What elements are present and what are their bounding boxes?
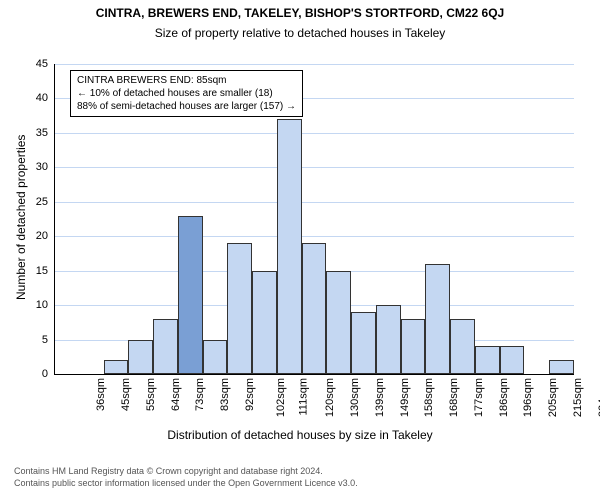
xtick-label: 73sqm — [194, 378, 206, 411]
bar — [401, 319, 426, 374]
gridline — [54, 133, 574, 134]
ytick-label: 15 — [36, 265, 54, 277]
ytick-label: 5 — [42, 334, 54, 346]
bar — [252, 271, 277, 374]
chart-title: CINTRA, BREWERS END, TAKELEY, BISHOP'S S… — [0, 6, 600, 20]
xtick-label: 92sqm — [244, 378, 256, 411]
info-line-1: CINTRA BREWERS END: 85sqm — [77, 74, 296, 87]
xtick-label: 120sqm — [324, 378, 336, 417]
gridline — [54, 167, 574, 168]
xtick-label: 45sqm — [120, 378, 132, 411]
chart-subtitle: Size of property relative to detached ho… — [0, 26, 600, 40]
ytick-label: 25 — [36, 196, 54, 208]
info-line-2: ← 10% of detached houses are smaller (18… — [77, 87, 296, 100]
bar — [450, 319, 475, 374]
ytick-label: 35 — [36, 127, 54, 139]
y-axis-line — [54, 64, 55, 374]
gridline — [54, 202, 574, 203]
xtick-label: 215sqm — [572, 378, 584, 417]
xtick-label: 139sqm — [374, 378, 386, 417]
ytick-label: 30 — [36, 161, 54, 173]
bar — [475, 346, 500, 374]
xtick-label: 158sqm — [423, 378, 435, 417]
xtick-label: 186sqm — [498, 378, 510, 417]
xtick-label: 149sqm — [399, 378, 411, 417]
footer-line-1: Contains HM Land Registry data © Crown c… — [14, 466, 323, 476]
bar — [153, 319, 178, 374]
ytick-label: 40 — [36, 92, 54, 104]
bar — [104, 360, 129, 374]
xtick-label: 102sqm — [275, 378, 287, 417]
info-box: CINTRA BREWERS END: 85sqm ← 10% of detac… — [70, 70, 303, 117]
xtick-label: 205sqm — [547, 378, 559, 417]
bar — [500, 346, 525, 374]
bar — [376, 305, 401, 374]
bar — [203, 340, 228, 374]
xtick-label: 196sqm — [522, 378, 534, 417]
bar — [549, 360, 574, 374]
xtick-label: 130sqm — [349, 378, 361, 417]
bar — [326, 271, 351, 374]
gridline — [54, 236, 574, 237]
ytick-label: 0 — [42, 368, 54, 380]
xtick-label: 177sqm — [473, 378, 485, 417]
xtick-label: 36sqm — [95, 378, 107, 411]
footer-line-2: Contains public sector information licen… — [14, 478, 358, 488]
x-axis-label: Distribution of detached houses by size … — [0, 428, 600, 442]
xtick-label: 83sqm — [219, 378, 231, 411]
info-line-3: 88% of semi-detached houses are larger (… — [77, 100, 296, 113]
xtick-label: 55sqm — [145, 378, 157, 411]
ytick-label: 20 — [36, 230, 54, 242]
ytick-label: 45 — [36, 58, 54, 70]
xtick-label: 168sqm — [448, 378, 460, 417]
chart-container: CINTRA, BREWERS END, TAKELEY, BISHOP'S S… — [0, 0, 600, 500]
bar — [178, 216, 203, 374]
bar — [425, 264, 450, 374]
bar — [351, 312, 376, 374]
ytick-label: 10 — [36, 299, 54, 311]
xtick-label: 111sqm — [298, 378, 310, 416]
bar — [277, 119, 302, 374]
bar — [227, 243, 252, 374]
bar — [128, 340, 153, 374]
x-axis-line — [54, 374, 574, 375]
gridline — [54, 64, 574, 65]
y-axis-label: Number of detached properties — [14, 135, 28, 300]
bar — [302, 243, 327, 374]
xtick-label: 64sqm — [170, 378, 182, 411]
